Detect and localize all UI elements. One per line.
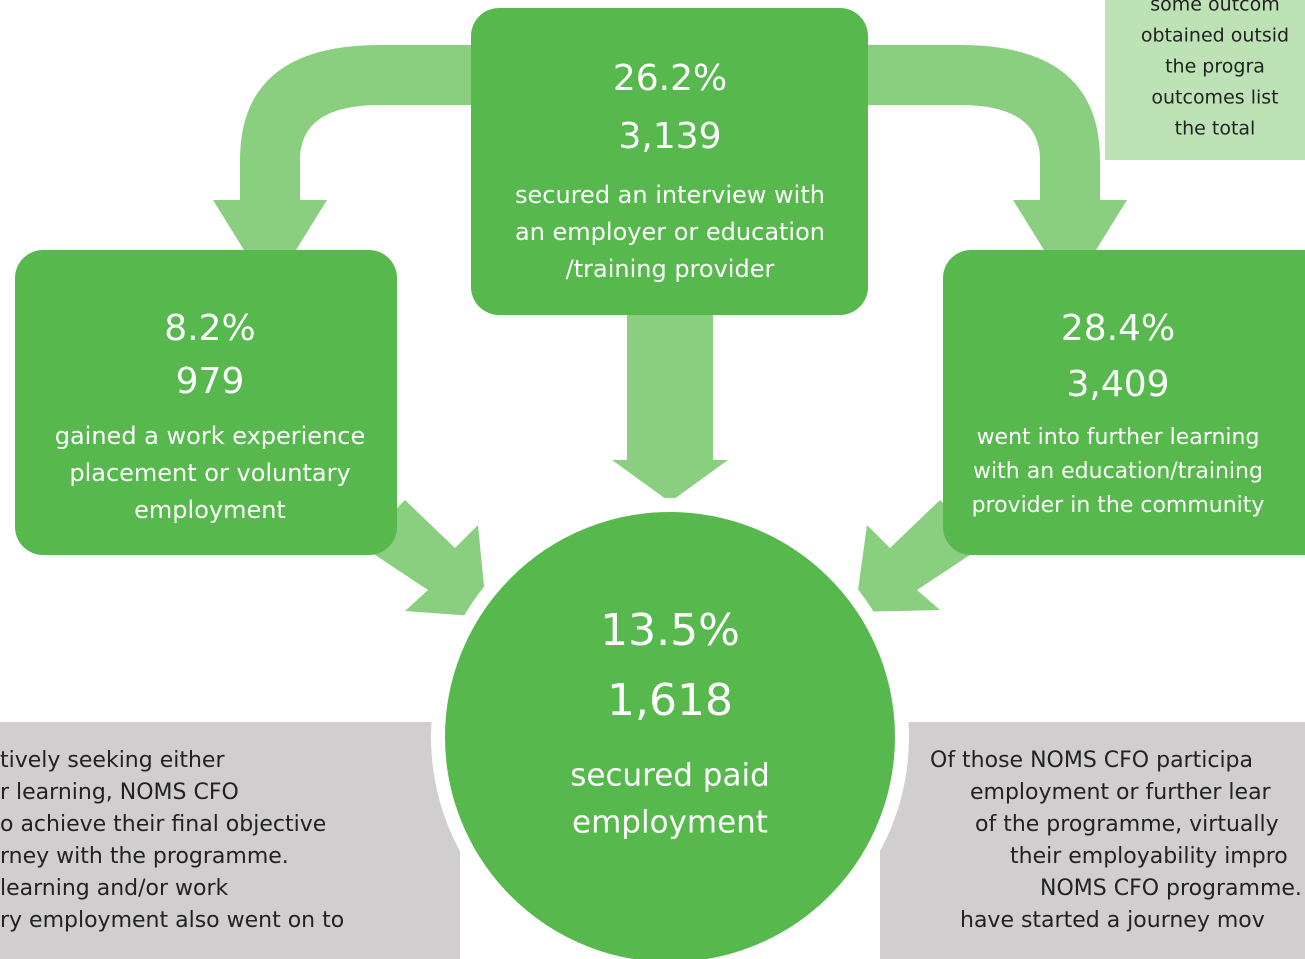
node-percent: 13.5% bbox=[600, 605, 740, 656]
node-box bbox=[943, 250, 1305, 555]
node-count: 3,139 bbox=[618, 116, 721, 157]
panel-text: Of those NOMS CFO participa bbox=[930, 748, 1253, 773]
curved-arrow-left bbox=[213, 45, 480, 292]
panel-text: NOMS CFO programme. bbox=[1040, 876, 1302, 901]
note-text: the progra bbox=[1165, 56, 1265, 78]
panel-text: tively seeking either bbox=[0, 748, 225, 773]
node-count: 979 bbox=[176, 361, 245, 402]
curved-arrow-right bbox=[860, 45, 1127, 292]
panel-text: employment or further lear bbox=[970, 780, 1272, 805]
panel-text: ry employment also went on to bbox=[0, 908, 344, 933]
node-count: 3,409 bbox=[1066, 364, 1169, 405]
node-circle bbox=[431, 498, 909, 959]
note-box bbox=[1105, 0, 1305, 160]
note-text: the total bbox=[1175, 118, 1256, 140]
node-count: 1,618 bbox=[607, 675, 733, 726]
note-text: some outcom bbox=[1150, 0, 1279, 16]
panel-text: r learning, NOMS CFO bbox=[0, 780, 239, 805]
node-percent: 8.2% bbox=[164, 308, 255, 349]
node-label: provider in the community bbox=[972, 493, 1265, 518]
note-text: outcomes list bbox=[1151, 87, 1278, 109]
note-text: obtained outsid bbox=[1141, 25, 1289, 47]
node-label: with an education/training bbox=[973, 459, 1263, 484]
node-label: went into further learning bbox=[977, 425, 1260, 450]
node-label: secured an interview with bbox=[515, 181, 825, 209]
left-panel bbox=[0, 722, 460, 959]
node-label: placement or voluntary bbox=[69, 459, 350, 487]
node-label: gained a work experience bbox=[55, 422, 366, 450]
node-label: employment bbox=[134, 496, 286, 524]
node-label: /training provider bbox=[566, 255, 775, 283]
panel-text: o achieve their final objective bbox=[0, 812, 326, 837]
panel-text: rney with the programme. bbox=[0, 844, 289, 869]
right-panel bbox=[880, 722, 1305, 959]
node-percent: 28.4% bbox=[1061, 308, 1175, 349]
panel-text: their employability impro bbox=[1010, 844, 1288, 869]
node-label: secured paid bbox=[570, 758, 770, 794]
node-label: employment bbox=[572, 805, 768, 841]
panel-text: learning and/or work bbox=[0, 876, 229, 901]
node-percent: 26.2% bbox=[613, 58, 727, 99]
node-box bbox=[15, 250, 397, 555]
node-box bbox=[471, 8, 868, 315]
node-label: an employer or education bbox=[515, 218, 825, 246]
panel-text: have started a journey mov bbox=[960, 908, 1265, 933]
down-arrow bbox=[612, 310, 728, 502]
panel-text: of the programme, virtually bbox=[975, 812, 1279, 837]
